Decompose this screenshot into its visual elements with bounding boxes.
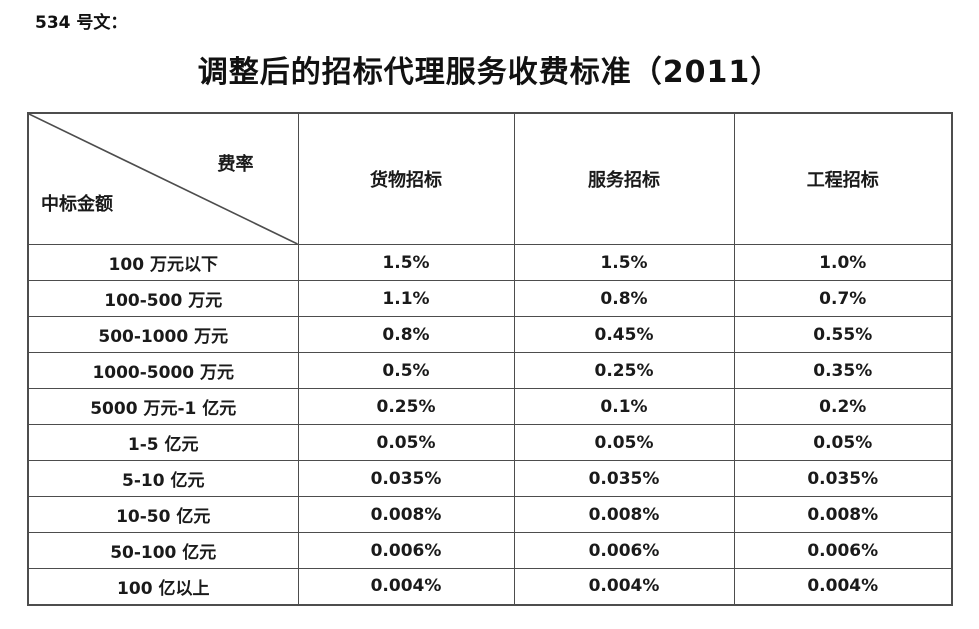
fee-rate-table: 费率 中标金额 货物招标 服务招标 工程招标 100 万元以下 1.5% 1.5… — [27, 112, 953, 606]
fee-value: 0.004% — [733, 568, 953, 605]
fee-value: 0.008% — [297, 496, 515, 533]
table-row: 100 亿以上 0.004% 0.004% 0.004% — [27, 568, 953, 605]
page-title: 调整后的招标代理服务收费标准（2011） — [197, 55, 782, 90]
corner-header-cell: 费率 中标金额 — [27, 112, 299, 245]
table-row: 5-10 亿元 0.035% 0.035% 0.035% — [27, 460, 953, 497]
doc-ref-label: 534 号文： — [35, 13, 128, 33]
row-label: 5-10 亿元 — [27, 460, 299, 497]
fee-value: 0.8% — [297, 316, 515, 353]
fee-value: 0.035% — [733, 460, 953, 497]
fee-value: 0.035% — [297, 460, 515, 497]
fee-value: 1.0% — [733, 244, 953, 281]
fee-value: 0.035% — [513, 460, 735, 497]
fee-value: 0.2% — [733, 388, 953, 425]
fee-value: 0.008% — [733, 496, 953, 533]
fee-value: 0.25% — [513, 352, 735, 389]
fee-value: 0.25% — [297, 388, 515, 425]
fee-value: 0.5% — [297, 352, 515, 389]
col-header-goods-bidding: 货物招标 — [297, 112, 515, 245]
fee-value: 0.05% — [733, 424, 953, 461]
table-row: 500-1000 万元 0.8% 0.45% 0.55% — [27, 316, 953, 353]
fee-value: 1.5% — [297, 244, 515, 281]
row-label: 500-1000 万元 — [27, 316, 299, 353]
table-row: 100 万元以下 1.5% 1.5% 1.0% — [27, 244, 953, 281]
table-row: 100-500 万元 1.1% 0.8% 0.7% — [27, 280, 953, 317]
fee-value: 0.006% — [733, 532, 953, 569]
row-label: 100 亿以上 — [27, 568, 299, 605]
table-row: 10-50 亿元 0.008% 0.008% 0.008% — [27, 496, 953, 533]
diagonal-divider-line — [29, 114, 298, 244]
row-label: 1-5 亿元 — [27, 424, 299, 461]
fee-value: 0.004% — [513, 568, 735, 605]
row-label: 100 万元以下 — [27, 244, 299, 281]
fee-value: 0.006% — [513, 532, 735, 569]
fee-value: 0.45% — [513, 316, 735, 353]
row-label: 5000 万元-1 亿元 — [27, 388, 299, 425]
fee-value: 0.8% — [513, 280, 735, 317]
fee-value: 0.006% — [297, 532, 515, 569]
table-row: 5000 万元-1 亿元 0.25% 0.1% 0.2% — [27, 388, 953, 425]
fee-value: 1.5% — [513, 244, 735, 281]
row-label: 100-500 万元 — [27, 280, 299, 317]
table-row: 50-100 亿元 0.006% 0.006% 0.006% — [27, 532, 953, 569]
fee-value: 0.05% — [297, 424, 515, 461]
fee-value: 0.05% — [513, 424, 735, 461]
col-header-service-bidding: 服务招标 — [513, 112, 735, 245]
col-header-engineering-bidding: 工程招标 — [733, 112, 953, 245]
table-row: 1000-5000 万元 0.5% 0.25% 0.35% — [27, 352, 953, 389]
row-label: 50-100 亿元 — [27, 532, 299, 569]
corner-label-bid-amount: 中标金额 — [41, 194, 113, 215]
fee-value: 0.1% — [513, 388, 735, 425]
fee-value: 0.008% — [513, 496, 735, 533]
fee-value: 0.55% — [733, 316, 953, 353]
fee-value: 0.35% — [733, 352, 953, 389]
fee-value: 1.1% — [297, 280, 515, 317]
table-row: 1-5 亿元 0.05% 0.05% 0.05% — [27, 424, 953, 461]
table-header-row: 费率 中标金额 货物招标 服务招标 工程招标 — [27, 112, 953, 245]
fee-value: 0.004% — [297, 568, 515, 605]
corner-label-rate: 费率 — [217, 154, 254, 175]
row-label: 10-50 亿元 — [27, 496, 299, 533]
fee-value: 0.7% — [733, 280, 953, 317]
row-label: 1000-5000 万元 — [27, 352, 299, 389]
